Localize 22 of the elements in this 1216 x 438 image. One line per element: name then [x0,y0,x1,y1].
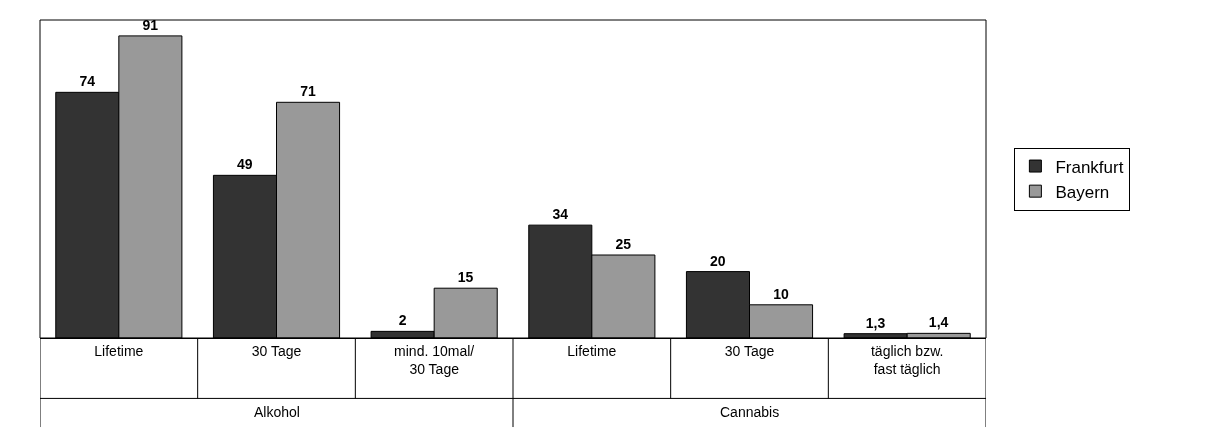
legend-label: Frankfurt [1055,157,1124,177]
text: Cannabis [720,404,780,420]
x-tick-label: mind. 10mal/ 30 Tage [394,342,475,377]
data-label: 34 [552,206,569,223]
data-label: 1,3 [865,314,886,331]
data-label: 15 [457,269,474,286]
x-tick-label: Lifetime [567,342,617,359]
data-label: 2 [398,312,407,329]
x-tick-label: 30 Tage [251,342,302,359]
data-label: 25 [615,236,632,253]
x-tick-label: Lifetime [94,342,144,359]
data-label: 1,4 [928,314,949,331]
data-label: 20 [710,252,726,269]
data-label: 71 [300,83,316,100]
data-label: 49 [237,156,253,173]
x-tick-label: 30 Tage [724,342,775,359]
text: Alkohol [254,404,300,420]
x-tick-label: täglich bzw. fast täglich [870,342,944,377]
data-label: 74 [79,73,96,90]
data-label: 91 [142,16,159,33]
data-label: 10 [773,285,789,302]
legend-label: Bayern [1055,182,1110,202]
